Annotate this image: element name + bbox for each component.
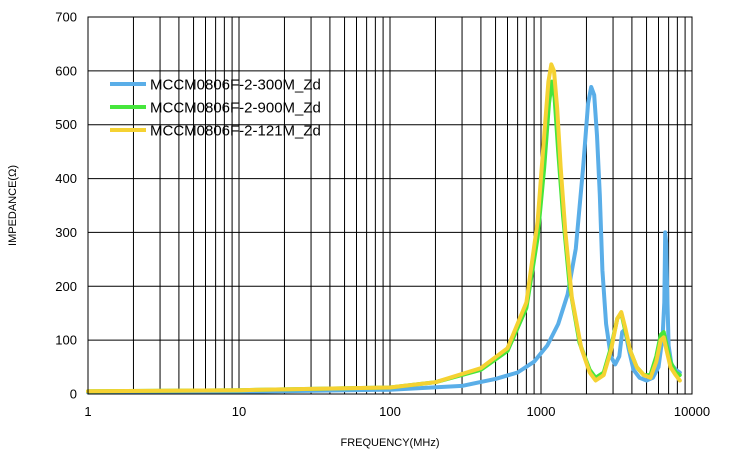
y-axis-title: IMPEDANCE(Ω)	[7, 165, 19, 246]
y-tick-label: 100	[55, 333, 77, 348]
x-tick-label: 10	[232, 404, 246, 419]
y-tick-label: 0	[70, 387, 77, 402]
y-tick-label: 700	[55, 10, 77, 25]
legend-entry-2: MCCM0806F-2-900M_Zd	[110, 100, 321, 117]
y-tick-label: 600	[55, 63, 77, 78]
x-tick-labels: 1 10 100 1000 10000	[84, 404, 710, 419]
x-tick-label: 1000	[527, 404, 556, 419]
legend-entry-3: MCCM0806F-2-121M_Zd	[110, 123, 321, 140]
grid	[88, 17, 692, 394]
series-line-3	[86, 62, 682, 394]
series-line-1	[86, 85, 682, 395]
y-tick-labels: 0 100 200 300 400 500 600 700	[55, 10, 77, 402]
x-axis-title: FREQUENCY(MHz)	[341, 437, 440, 449]
y-tick-label: 300	[55, 225, 77, 240]
x-tick-label: 1	[84, 404, 91, 419]
x-tick-label: 100	[379, 404, 401, 419]
legend: MCCM0806F-2-300M_Zd MCCM0806F-2-900M_Zd MC…	[110, 77, 321, 140]
y-tick-label: 400	[55, 171, 77, 186]
legend-label: MCCM0806F-2-300M_Zd	[150, 77, 321, 94]
series-layer	[86, 62, 682, 395]
y-tick-label: 500	[55, 117, 77, 132]
legend-entry-1: MCCM0806F-2-300M_Zd	[110, 77, 321, 94]
y-tick-label: 200	[55, 279, 77, 294]
plot-frame	[87, 16, 693, 395]
legend-label: MCCM0806F-2-900M_Zd	[150, 100, 321, 117]
legend-label: MCCM0806F-2-121M_Zd	[150, 123, 321, 140]
x-tick-label: 10000	[674, 404, 710, 419]
